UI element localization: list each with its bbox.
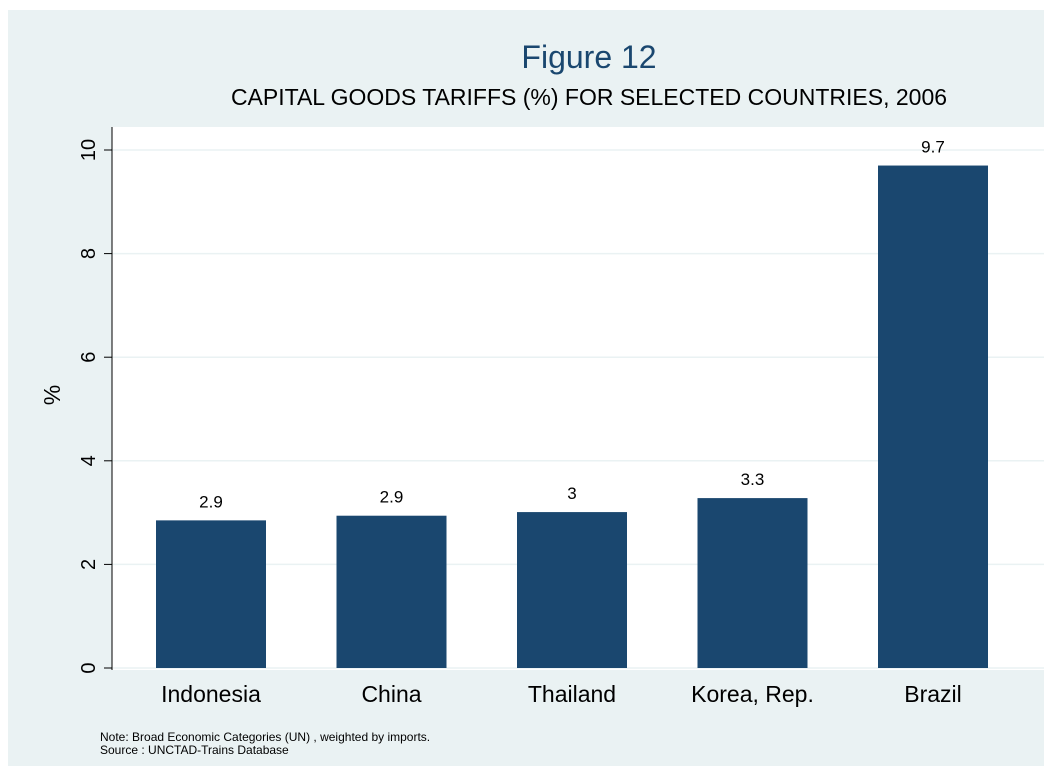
y-tick-label: 0 — [78, 662, 100, 673]
data-label: 3.3 — [741, 470, 765, 489]
x-category-label: Brazil — [904, 681, 962, 707]
y-axis: 0 2 4 6 8 10 — [78, 127, 113, 674]
data-label: 2.9 — [199, 492, 223, 511]
bar — [697, 498, 808, 668]
bar — [336, 515, 447, 668]
y-tick-label: 6 — [78, 352, 100, 363]
bar — [156, 520, 266, 668]
data-label: 3 — [567, 484, 576, 503]
y-tick-label: 2 — [78, 559, 100, 570]
chart-frame: 2.9 Indonesia 2.9 China 3 Thailand 3.3 Korea, R… — [8, 10, 1044, 766]
data-label: 9.7 — [921, 138, 945, 157]
source-text: Source : UNCTAD-Trains Database — [100, 743, 289, 757]
x-category-label: Thailand — [528, 681, 616, 707]
y-tick-label: 8 — [78, 248, 100, 259]
y-axis-label: % — [39, 385, 65, 405]
chart-svg: 2.9 Indonesia 2.9 China 3 Thailand 3.3 Korea, R… — [39, 39, 1044, 757]
y-tick-label: 10 — [78, 139, 100, 161]
x-category-label: Indonesia — [161, 681, 261, 707]
note-text: Note: Broad Economic Categories (UN) , w… — [100, 730, 430, 744]
x-category-label: China — [361, 681, 421, 707]
bars: 2.9 Indonesia 2.9 China 3 Thailand 3.3 Korea, R… — [156, 138, 988, 707]
chart-title: Figure 12 — [521, 39, 656, 75]
data-label: 2.9 — [380, 488, 404, 507]
chart-subtitle: CAPITAL GOODS TARIFFS (%) FOR SELECTED C… — [231, 84, 947, 110]
y-tick-label: 4 — [78, 455, 100, 466]
bar — [878, 165, 988, 669]
x-category-label: Korea, Rep. — [691, 681, 814, 707]
bar — [517, 512, 627, 668]
